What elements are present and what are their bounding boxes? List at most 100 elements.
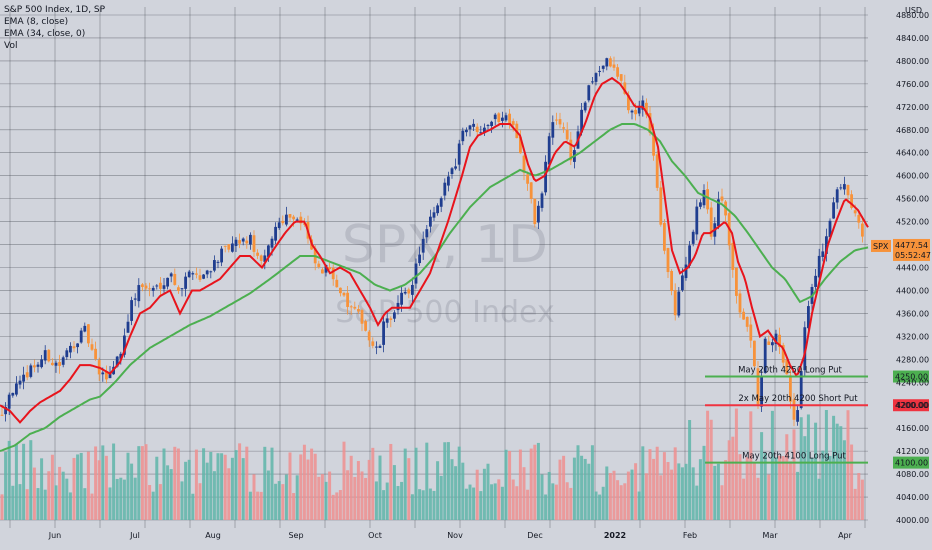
price-tick-label: 4880.00	[896, 11, 929, 20]
candle-body	[72, 346, 76, 349]
volume-bar	[252, 474, 256, 520]
candle-body	[846, 184, 850, 196]
legend-title[interactable]: S&P 500 Index, 1D, SP	[4, 5, 106, 15]
volume-bar	[349, 455, 353, 520]
candle-body	[461, 130, 465, 142]
price-level-badge[interactable]	[893, 456, 929, 469]
volume-bar	[108, 487, 112, 520]
symbol-badge-label: SPX	[873, 242, 889, 251]
candle-body	[130, 300, 133, 321]
candle-body	[717, 199, 720, 226]
price-level-badge[interactable]	[893, 370, 929, 383]
volume-bar	[54, 485, 58, 520]
volume-bar	[90, 493, 94, 520]
candle-body	[421, 238, 425, 253]
candle-body	[385, 318, 389, 323]
volume-bar	[569, 487, 573, 520]
candle-body	[792, 399, 796, 420]
volume-bar	[637, 491, 641, 520]
volume-bar	[313, 453, 317, 520]
volume-bar	[778, 455, 782, 520]
candle-body	[594, 73, 598, 82]
candle-body	[673, 290, 677, 316]
volume-bar	[76, 454, 80, 520]
volume-bar	[407, 458, 411, 520]
candle-body	[292, 216, 295, 220]
volume-bar	[504, 449, 508, 520]
volume-bar	[500, 486, 504, 520]
volume-bar	[720, 485, 724, 520]
volume-bar	[655, 446, 659, 520]
volume-bar	[324, 481, 328, 520]
candle-body	[33, 365, 36, 368]
last-price-value: 4477.54	[895, 241, 928, 250]
volume-bar	[479, 491, 483, 520]
volume-bar	[83, 488, 87, 520]
candle-body	[454, 166, 457, 169]
time-axis[interactable]: Jun Jul Aug Sep Oct Nov Dec 2022 Feb Mar Apr	[48, 531, 853, 540]
volume-bar	[846, 410, 850, 520]
volume-bar	[526, 489, 530, 520]
candle-body	[652, 131, 655, 156]
price-level-badge-label: 4100.00	[895, 459, 928, 468]
volume-bar	[194, 449, 198, 520]
symbol-badge[interactable]	[871, 239, 891, 252]
candle-body	[519, 136, 522, 154]
candle-body	[11, 392, 15, 396]
price-level-badge[interactable]	[893, 399, 929, 412]
candle-body	[771, 342, 774, 346]
candle-body	[695, 206, 699, 235]
volume-bar	[533, 444, 537, 520]
volume-bar	[727, 440, 731, 520]
legend-ema-slow[interactable]: EMA (34, close, 0)	[4, 29, 86, 39]
volume-bar	[115, 478, 119, 520]
candle-body	[371, 341, 375, 346]
volume-bar	[824, 410, 828, 520]
candle-body	[709, 207, 713, 237]
candle-body	[425, 229, 429, 238]
time-tick-label: Sep	[288, 531, 303, 540]
volume-bar	[698, 459, 702, 520]
candle-body	[367, 331, 371, 341]
volume-bar	[497, 479, 501, 520]
volume-bar	[234, 450, 238, 520]
volume-bar	[860, 479, 864, 520]
candle-body	[198, 275, 202, 280]
volume-bar	[738, 454, 742, 520]
currency-label: USD	[905, 6, 922, 15]
volume-bar	[162, 448, 166, 520]
candle-body	[108, 372, 112, 379]
volume-bar	[310, 448, 314, 520]
price-level-badge-label: 4200.00	[895, 401, 928, 410]
candle-body	[688, 245, 691, 266]
volume-bar	[58, 466, 62, 520]
candle-body	[0, 414, 4, 416]
candle-body	[799, 371, 803, 409]
candle-body	[745, 316, 749, 327]
candle-body	[155, 285, 159, 287]
volume-bar	[598, 494, 602, 520]
volume-bar	[112, 443, 116, 520]
volume-bar	[371, 447, 375, 520]
volume-bar	[288, 452, 292, 520]
candle-body	[670, 270, 673, 291]
volume-bar	[558, 459, 562, 520]
volume-bar	[270, 447, 274, 520]
legend-volume[interactable]: Vol	[4, 41, 18, 51]
volume-bar	[101, 445, 105, 520]
volume-bar	[40, 458, 44, 520]
last-price-badge[interactable]	[893, 238, 930, 261]
candle-body	[853, 210, 857, 214]
volume-bar	[374, 481, 378, 520]
candle-body	[547, 136, 551, 165]
volume-bar	[619, 485, 623, 520]
grid	[0, 7, 868, 528]
legend-ema-fast[interactable]: EMA (8, close)	[4, 17, 69, 27]
price-axis[interactable]: 4250.00 4200.00 4100.00 4000.00 4040.00 4080.…	[871, 11, 931, 525]
time-tick-label: Oct	[368, 531, 382, 540]
volume-bar	[281, 484, 285, 520]
candle-body	[76, 343, 79, 348]
candle-body	[493, 114, 497, 120]
watermark-name: S&P 500 Index	[335, 295, 554, 330]
